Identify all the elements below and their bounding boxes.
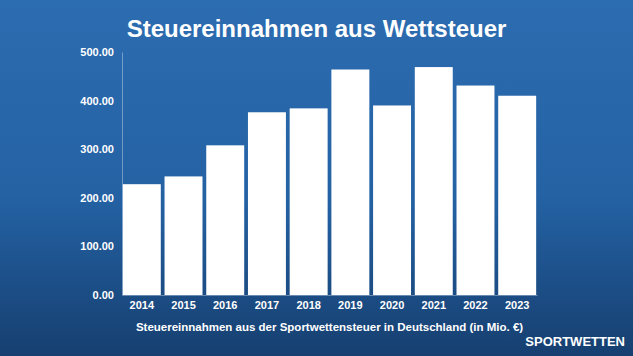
y-tick: 500.00 (80, 46, 122, 58)
x-tick-label: 2019 (338, 299, 362, 311)
x-tick: 2015 (171, 295, 195, 311)
y-tick: 300.00 (80, 143, 122, 155)
x-axis-title: Steuereinnahmen aus der Sportwettensteue… (136, 321, 523, 333)
x-tick-label: 2017 (255, 299, 279, 311)
y-tick-label: 200.00 (80, 192, 114, 204)
bar (331, 69, 369, 295)
x-tick-label: 2022 (463, 299, 487, 311)
x-tick: 2018 (296, 295, 320, 311)
bar (457, 86, 495, 295)
y-tick-label: 0.00 (93, 289, 114, 301)
x-tick-label: 2020 (380, 299, 404, 311)
bar (373, 105, 411, 295)
plot: 0.00100.00200.00300.00400.00500.00201420… (80, 46, 537, 311)
bar (206, 145, 244, 295)
y-axis: 0.00 100.00 200.00 300.00 400.00 500.00 (80, 46, 122, 301)
x-tick-label: 2023 (505, 299, 529, 311)
x-tick: 2021 (422, 295, 446, 311)
x-tick: 2017 (255, 295, 279, 311)
y-tick: 200.00 (80, 192, 122, 204)
y-tick: 0.00 (93, 289, 122, 301)
x-tick: 2016 (213, 295, 237, 311)
x-tick: 2019 (338, 295, 362, 311)
bar (415, 67, 453, 295)
y-tick-label: 500.00 (80, 46, 114, 58)
x-tick: 2023 (505, 295, 529, 311)
x-axis-line (123, 295, 538, 296)
x-tick: 2022 (463, 295, 487, 311)
x-tick-label: 2021 (422, 299, 446, 311)
x-tick-label: 2016 (213, 299, 237, 311)
bar (248, 112, 286, 295)
annotation: SPORTWETTEN (525, 334, 625, 349)
x-tick: 2014 (130, 295, 155, 311)
y-tick-label: 400.00 (80, 95, 114, 107)
bar (165, 176, 203, 295)
bar (123, 184, 161, 295)
background (0, 0, 633, 356)
y-tick-label: 300.00 (80, 143, 114, 155)
x-tick: 2020 (380, 295, 404, 311)
title: Steuereinnahmen aus Wettsteuer (127, 15, 507, 42)
y-tick-label: 100.00 (80, 240, 114, 252)
bar (290, 108, 328, 295)
y-tick: 100.00 (80, 240, 122, 252)
y-tick: 400.00 (80, 95, 122, 107)
chart: Steuereinnahmen aus Wettsteuer 0.00 100.00… (0, 0, 633, 356)
x-tick-label: 2018 (296, 299, 320, 311)
bar (498, 96, 536, 295)
bars (123, 67, 536, 295)
x-tick-label: 2015 (171, 299, 195, 311)
x-axis: 2014 2015 2016 2017 2018 2019 2020 2021 2022 2023 (123, 295, 538, 311)
x-tick-label: 2014 (130, 299, 155, 311)
